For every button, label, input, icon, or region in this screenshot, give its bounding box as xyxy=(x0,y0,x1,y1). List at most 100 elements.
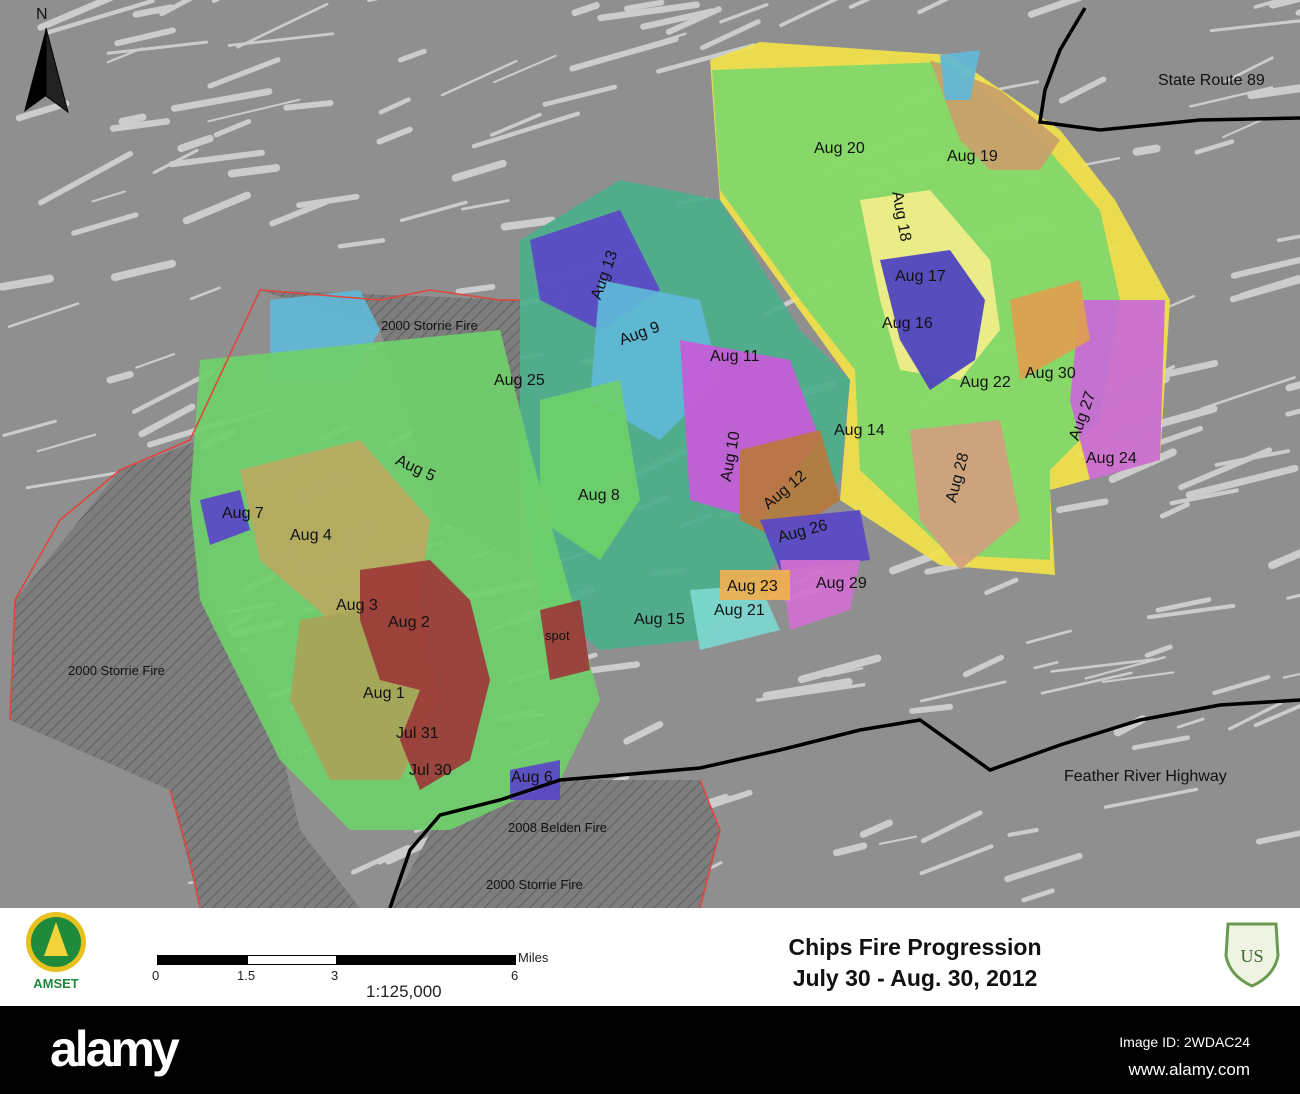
old-fire-boundaries xyxy=(9,289,721,908)
ridge xyxy=(583,661,640,675)
ridge xyxy=(569,36,679,72)
svg-text:US: US xyxy=(1240,946,1263,966)
progression-area xyxy=(540,600,590,680)
ridge xyxy=(1228,701,1283,731)
progression-label: Aug 23 xyxy=(727,578,778,595)
ridge xyxy=(571,2,600,17)
ridge xyxy=(37,0,114,31)
scale-unit: Miles xyxy=(518,950,549,965)
ridge xyxy=(135,353,176,369)
ridge xyxy=(859,819,893,838)
progression-area xyxy=(510,760,560,800)
ridge xyxy=(917,0,950,15)
ridge xyxy=(1103,787,1199,809)
scale-tick: 1.5 xyxy=(237,968,256,983)
alamy-logo: alamy xyxy=(50,1021,180,1077)
ridge xyxy=(919,844,994,876)
progression-area xyxy=(740,430,840,540)
north-label: N xyxy=(36,6,48,23)
ridge xyxy=(0,274,54,291)
progression-label: Aug 7 xyxy=(222,505,264,522)
ridge xyxy=(207,57,281,89)
ridge xyxy=(109,118,171,132)
ridge xyxy=(1200,376,1296,410)
progression-area xyxy=(690,585,780,650)
old-fire-area xyxy=(10,440,360,908)
ridge xyxy=(1131,735,1191,751)
ridge xyxy=(1176,717,1205,729)
ridge xyxy=(399,200,468,223)
progression-area xyxy=(1070,300,1165,480)
ridge xyxy=(962,654,1005,678)
ridge xyxy=(207,98,301,123)
svg-text:AMSET: AMSET xyxy=(33,976,79,991)
progression-label: Aug 20 xyxy=(814,140,865,157)
ridge xyxy=(1209,19,1300,33)
ridge xyxy=(1027,0,1083,18)
progression-area xyxy=(360,560,490,790)
scale-ratio: 1:125,000 xyxy=(366,982,442,1001)
progression-label: Aug 2 xyxy=(388,614,430,631)
progression-label: Aug 4 xyxy=(290,527,332,544)
ridge xyxy=(706,789,753,809)
progression-label: Jul 31 xyxy=(396,725,439,742)
ridge xyxy=(177,134,214,153)
progression-label: Aug 29 xyxy=(816,575,867,592)
scale-bar xyxy=(157,955,516,965)
ridge xyxy=(138,403,196,438)
ridge xyxy=(1224,56,1274,83)
ridge xyxy=(1214,449,1290,467)
ridge xyxy=(1108,448,1177,483)
ridge xyxy=(171,88,273,112)
ridge xyxy=(1058,76,1107,104)
ridge xyxy=(114,27,176,47)
ridge xyxy=(269,199,329,227)
ridge xyxy=(1276,234,1300,243)
ridge xyxy=(1253,0,1286,9)
ridge xyxy=(878,835,917,845)
ridge xyxy=(640,8,716,30)
ridge xyxy=(1025,629,1072,645)
ridge xyxy=(489,112,542,137)
ridge xyxy=(1083,156,1121,166)
title-line-2: July 30 - Aug. 30, 2012 xyxy=(792,965,1038,991)
roads xyxy=(388,7,1300,908)
ridge xyxy=(15,100,70,122)
ridge xyxy=(2,419,57,437)
ridge xyxy=(118,113,147,126)
ridge xyxy=(656,43,757,74)
ridge xyxy=(159,0,193,17)
fire-progression-map xyxy=(0,0,1300,908)
progression-area xyxy=(910,420,1020,570)
ridge xyxy=(236,2,329,49)
progression-area xyxy=(760,510,870,570)
ridge xyxy=(283,100,334,111)
title-line-1: Chips Fire Progression xyxy=(788,934,1042,960)
ridge xyxy=(71,212,139,236)
progression-area xyxy=(200,490,250,545)
ridge xyxy=(7,302,80,328)
ridge xyxy=(1230,256,1300,279)
progression-label: Aug 1 xyxy=(363,685,405,702)
ridge xyxy=(1212,675,1271,696)
amset-logo: AMSET xyxy=(26,912,86,991)
site-text: www.alamy.com xyxy=(1128,1060,1250,1079)
ridge xyxy=(398,48,427,63)
ridge xyxy=(1185,464,1299,499)
ridge xyxy=(1144,644,1173,658)
ridge xyxy=(1253,704,1300,728)
progression-label: Aug 16 xyxy=(882,315,933,332)
ridge xyxy=(227,164,281,178)
progression-label: Jul 30 xyxy=(409,762,452,779)
progression-label: Aug 3 xyxy=(336,597,378,614)
image-id-text: Image ID: 2WDAC24 xyxy=(1119,1034,1250,1050)
progression-label: Aug 14 xyxy=(834,422,885,439)
ridge xyxy=(719,3,769,24)
ridge xyxy=(909,703,954,714)
ridge xyxy=(826,667,864,677)
north-arrow xyxy=(24,27,69,114)
ridge xyxy=(337,238,386,249)
progression-label: Aug 8 xyxy=(578,487,620,504)
ridge xyxy=(984,577,1019,596)
fire-progression-polygons xyxy=(190,42,1170,830)
